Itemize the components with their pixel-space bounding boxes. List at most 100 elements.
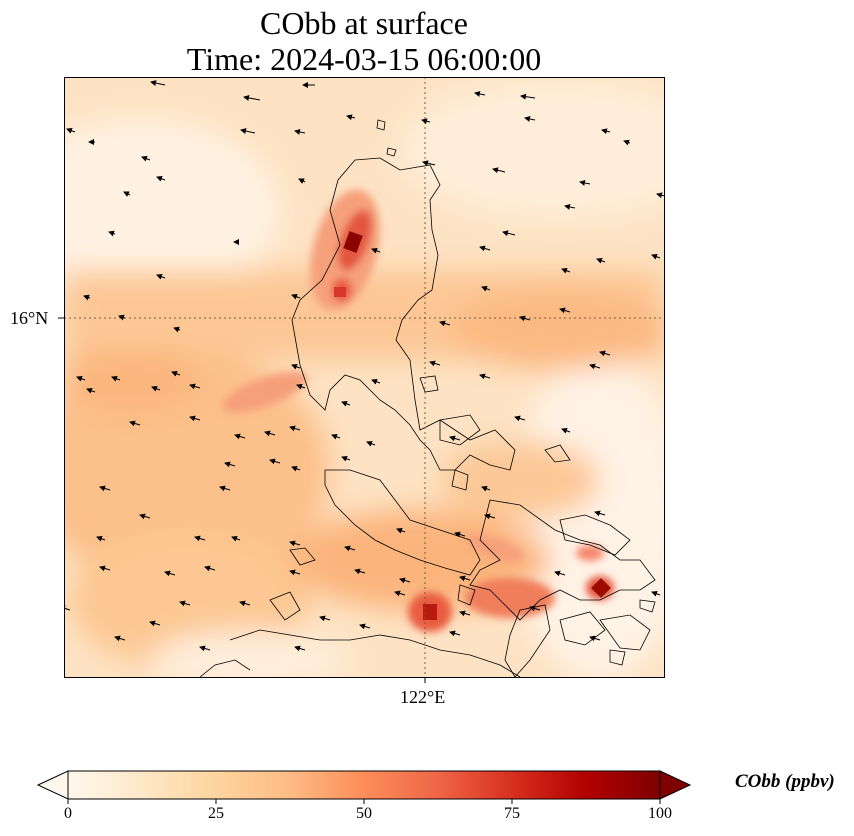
wind-arrow — [298, 178, 306, 184]
wind-arrow — [171, 370, 181, 377]
wind-arrow — [394, 590, 406, 597]
wind-arrow — [399, 577, 411, 584]
colorbar-tick-25: 25 — [208, 805, 224, 822]
wind-arrow — [564, 204, 576, 210]
wind-arrow — [114, 635, 126, 642]
map-title-line2: Time: 2024-03-15 06:00:00 — [186, 41, 542, 77]
wind-arrow — [459, 575, 471, 582]
wind-arrow — [294, 129, 306, 135]
colorbar-tick-50: 50 — [356, 805, 372, 822]
wind-arrow — [449, 435, 461, 442]
wind-arrow — [83, 294, 91, 301]
lon-tick-label: 122°E — [400, 687, 446, 707]
wind-arrow — [234, 433, 246, 440]
wind-arrow — [289, 425, 301, 432]
wind-arrow — [484, 513, 496, 520]
wind-arrow — [474, 91, 486, 97]
lat-tick-label: 16°N — [10, 308, 49, 328]
wind-arrow — [524, 116, 536, 122]
cobb-field — [64, 77, 664, 677]
wind-arrow — [596, 257, 606, 264]
wind-arrow — [454, 531, 466, 538]
wind-arrow — [96, 535, 106, 542]
wind-arrow — [239, 600, 251, 607]
wind-arrow — [224, 461, 236, 468]
wind-arrow — [366, 440, 376, 447]
wind-arrow — [291, 293, 301, 300]
wind-arrow — [589, 635, 601, 642]
wind-arrow — [459, 610, 471, 617]
wind-arrow — [514, 415, 526, 422]
wind-arrow — [264, 430, 276, 437]
wind-arrow — [589, 363, 601, 370]
wind-arrow — [520, 93, 536, 100]
wind-arrow — [156, 175, 166, 182]
map-title-line1: CObb at surface — [260, 5, 468, 41]
wind-arrow — [111, 375, 121, 382]
wind-arrow — [479, 245, 491, 252]
wind-arrow — [129, 420, 141, 427]
wind-arrow — [341, 455, 351, 462]
wind-arrow — [371, 247, 381, 254]
wind-arrow — [519, 315, 531, 322]
wind-arrow — [594, 510, 606, 517]
wind-arrow — [76, 375, 86, 382]
colorbar-tick-100: 100 — [648, 805, 672, 822]
wind-arrow — [108, 230, 116, 237]
wind-arrow — [194, 535, 206, 542]
wind-arrow — [371, 378, 381, 385]
wind-arrow — [118, 314, 126, 321]
wind-arrow — [331, 433, 341, 440]
wind-arrow — [291, 363, 301, 370]
wind-arrow — [601, 128, 611, 135]
coastlines — [199, 119, 656, 677]
wind-arrow — [656, 192, 664, 199]
wind-arrow — [243, 94, 261, 101]
wind-arrow — [289, 540, 301, 547]
wind-arrow — [204, 565, 216, 572]
wind-arrow — [346, 114, 356, 121]
wind-arrow — [291, 465, 301, 472]
wind-arrow — [559, 307, 571, 314]
wind-arrow — [150, 80, 166, 86]
wind-arrow — [269, 458, 281, 465]
wind-arrow — [599, 350, 611, 357]
wind-arrow — [422, 160, 436, 167]
wind-arrow — [359, 623, 371, 630]
wind-arrow — [189, 383, 201, 390]
wind-arrow — [149, 620, 161, 627]
wind-arrow — [396, 527, 406, 534]
wind-arrow — [173, 326, 181, 333]
wind-arrow — [561, 427, 571, 434]
wind-arrow — [449, 630, 461, 637]
wind-arrow — [651, 590, 661, 597]
wind-arrow — [479, 373, 491, 380]
wind-arrow — [179, 600, 191, 607]
wind-arrow — [294, 645, 306, 652]
wind-arrow — [554, 570, 566, 577]
wind-arrow — [86, 387, 96, 394]
colorbar-gradient — [68, 771, 660, 799]
wind-arrow — [651, 253, 661, 260]
wind-arrow — [561, 267, 571, 274]
wind-arrow — [492, 167, 506, 174]
wind-arrow — [481, 485, 491, 492]
wind-arrow — [481, 285, 491, 292]
wind-arrow — [231, 535, 241, 542]
wind-arrow — [151, 385, 161, 392]
wind-arrow — [289, 569, 301, 576]
wind-arrow — [344, 545, 356, 552]
wind-arrow — [139, 513, 151, 520]
wind-arrow — [429, 360, 441, 367]
colorbar-label: CObb (ppbv) — [735, 771, 835, 792]
colorbar-extend-max — [659, 770, 692, 800]
colorbar-tick-0: 0 — [64, 805, 72, 822]
wind-arrow — [502, 230, 516, 237]
map-frame — [64, 77, 665, 678]
wind-arrow — [199, 645, 211, 652]
wind-arrow — [99, 485, 111, 492]
wind-arrow — [99, 565, 111, 572]
wind-arrow — [164, 570, 176, 577]
